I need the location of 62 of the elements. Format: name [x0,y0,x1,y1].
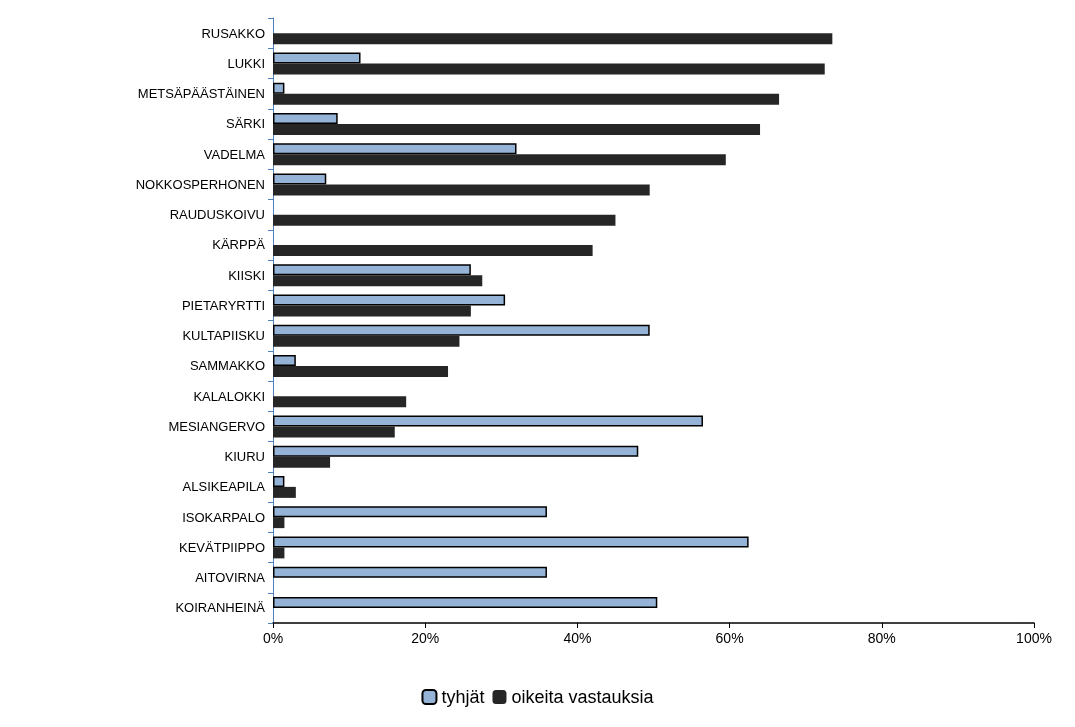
y-tick-label: MESIANGERVO [168,418,265,434]
bar [273,294,506,306]
y-tick-label: RAUDUSKOIVU [169,207,265,223]
bar [273,475,285,487]
x-tick-label: 0% [262,630,284,646]
bar [273,143,517,155]
bar [273,547,285,559]
bar [273,82,285,94]
y-tick-label: ALSIKEAPILA [182,479,266,495]
y-tick-label: KULTAPIISKU [182,328,265,344]
bar [273,93,780,105]
y-tick-label: KIURU [224,449,265,465]
x-tick-label: 40% [563,630,592,646]
bar [273,354,296,366]
bar [273,324,650,336]
bar [273,365,449,377]
y-tick-label: KÄRPPÄ [212,237,266,253]
bar [273,264,471,276]
x-tick-label: 100% [1016,630,1052,646]
bar [273,517,285,529]
bar [273,596,658,608]
bar [273,426,395,438]
y-tick-label: KALALOKKI [193,388,265,404]
y-tick-label: PIETARYRTTI [181,297,265,313]
y-tick-label: RUSAKKO [201,25,265,41]
bar [273,456,331,468]
bar [273,184,650,196]
x-tick-label: 20% [411,630,440,646]
bar [273,123,761,135]
bar [273,486,296,498]
bar [273,536,749,548]
bar [273,415,703,427]
y-tick-label: KEVÄTPIIPPO [179,539,265,555]
y-tick-label: SÄRKI [225,116,265,132]
bar [273,305,471,317]
bar [273,154,726,166]
y-tick-label: ISOKARPALO [182,509,265,525]
y-tick-label: METSÄPÄÄSTÄINEN [137,86,265,102]
bar [273,335,460,347]
legend-label: tyhjät [441,687,485,707]
bar [273,33,833,45]
bar [273,396,407,408]
bar [273,244,593,256]
y-tick-label: KIISKI [228,267,265,283]
y-tick-label: KOIRANHEINÄ [175,600,266,616]
y-tick-label: VADELMA [203,146,266,162]
y-tick-label: NOKKOSPERHONEN [135,176,265,192]
bar [273,63,825,75]
bar [273,445,639,457]
bar [273,112,338,124]
bar [273,275,483,287]
y-tick-label: LUKKI [227,55,265,71]
x-tick-label: 80% [867,630,896,646]
bar [273,173,327,185]
bar [273,506,547,518]
bar [273,214,616,226]
bar [273,52,361,64]
bar [273,566,547,578]
legend-label: oikeita vastauksia [511,687,655,707]
y-tick-label: AITOVIRNA [195,570,266,586]
x-tick-label: 60% [715,630,744,646]
y-tick-label: SAMMAKKO [189,358,265,374]
